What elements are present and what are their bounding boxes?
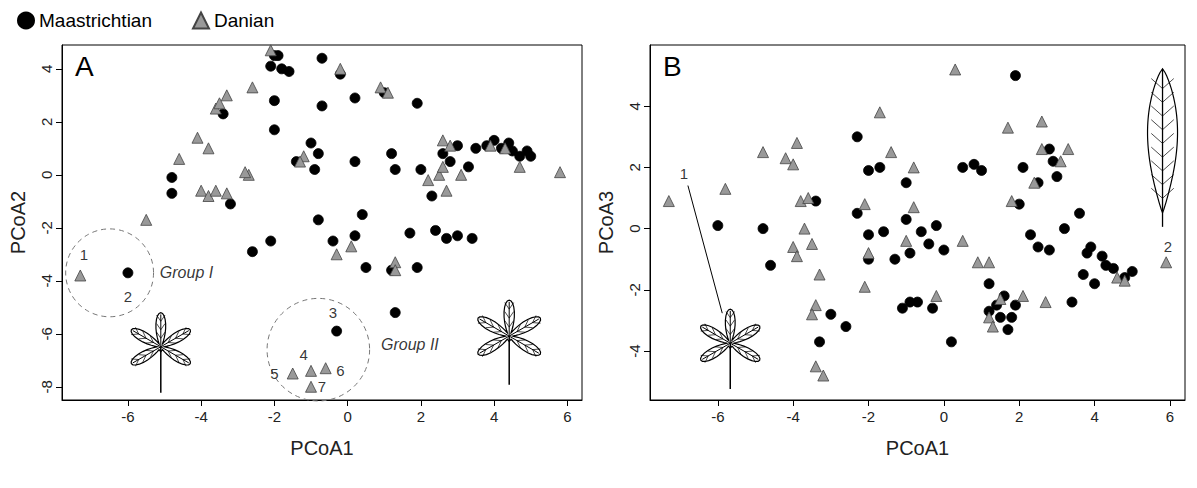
svg-text:-4: -4 xyxy=(626,344,643,357)
svg-text:0: 0 xyxy=(940,408,948,425)
svg-text:6: 6 xyxy=(1166,408,1174,425)
svg-text:3: 3 xyxy=(329,304,337,321)
svg-text:Group I: Group I xyxy=(160,264,214,281)
svg-text:0: 0 xyxy=(343,408,351,425)
svg-text:Danian: Danian xyxy=(214,10,274,31)
svg-text:-2: -2 xyxy=(626,283,643,296)
svg-text:PCoA3: PCoA3 xyxy=(595,191,617,254)
svg-text:1: 1 xyxy=(80,246,88,263)
svg-text:4: 4 xyxy=(626,102,643,110)
svg-text:2: 2 xyxy=(417,408,425,425)
svg-text:-8: -8 xyxy=(38,380,55,393)
svg-text:PCoA1: PCoA1 xyxy=(290,437,353,459)
svg-text:-6: -6 xyxy=(711,408,724,425)
svg-text:-4: -4 xyxy=(38,274,55,287)
svg-text:PCoA2: PCoA2 xyxy=(7,191,29,254)
svg-text:0: 0 xyxy=(626,224,643,232)
svg-text:5: 5 xyxy=(270,365,278,382)
svg-text:6: 6 xyxy=(336,362,344,379)
svg-text:4: 4 xyxy=(1090,408,1098,425)
svg-text:2: 2 xyxy=(1164,238,1172,255)
svg-text:-2: -2 xyxy=(862,408,875,425)
svg-text:2: 2 xyxy=(38,118,55,126)
svg-text:4: 4 xyxy=(38,65,55,73)
svg-text:-6: -6 xyxy=(121,408,134,425)
svg-text:PCoA1: PCoA1 xyxy=(886,437,949,459)
svg-text:-4: -4 xyxy=(194,408,207,425)
svg-text:-2: -2 xyxy=(38,221,55,234)
svg-text:2: 2 xyxy=(626,163,643,171)
svg-text:1: 1 xyxy=(680,165,688,182)
svg-text:0: 0 xyxy=(38,171,55,179)
svg-text:2: 2 xyxy=(124,288,132,305)
svg-text:A: A xyxy=(75,51,94,82)
svg-text:-4: -4 xyxy=(786,408,799,425)
svg-text:Group II: Group II xyxy=(381,336,439,353)
svg-text:6: 6 xyxy=(563,408,571,425)
svg-text:Maastrichtian: Maastrichtian xyxy=(39,10,152,31)
svg-text:4: 4 xyxy=(490,408,498,425)
svg-text:4: 4 xyxy=(300,346,308,363)
svg-text:B: B xyxy=(663,51,682,82)
svg-text:2: 2 xyxy=(1015,408,1023,425)
svg-text:7: 7 xyxy=(318,378,326,395)
svg-text:-6: -6 xyxy=(38,327,55,340)
svg-text:-2: -2 xyxy=(268,408,281,425)
